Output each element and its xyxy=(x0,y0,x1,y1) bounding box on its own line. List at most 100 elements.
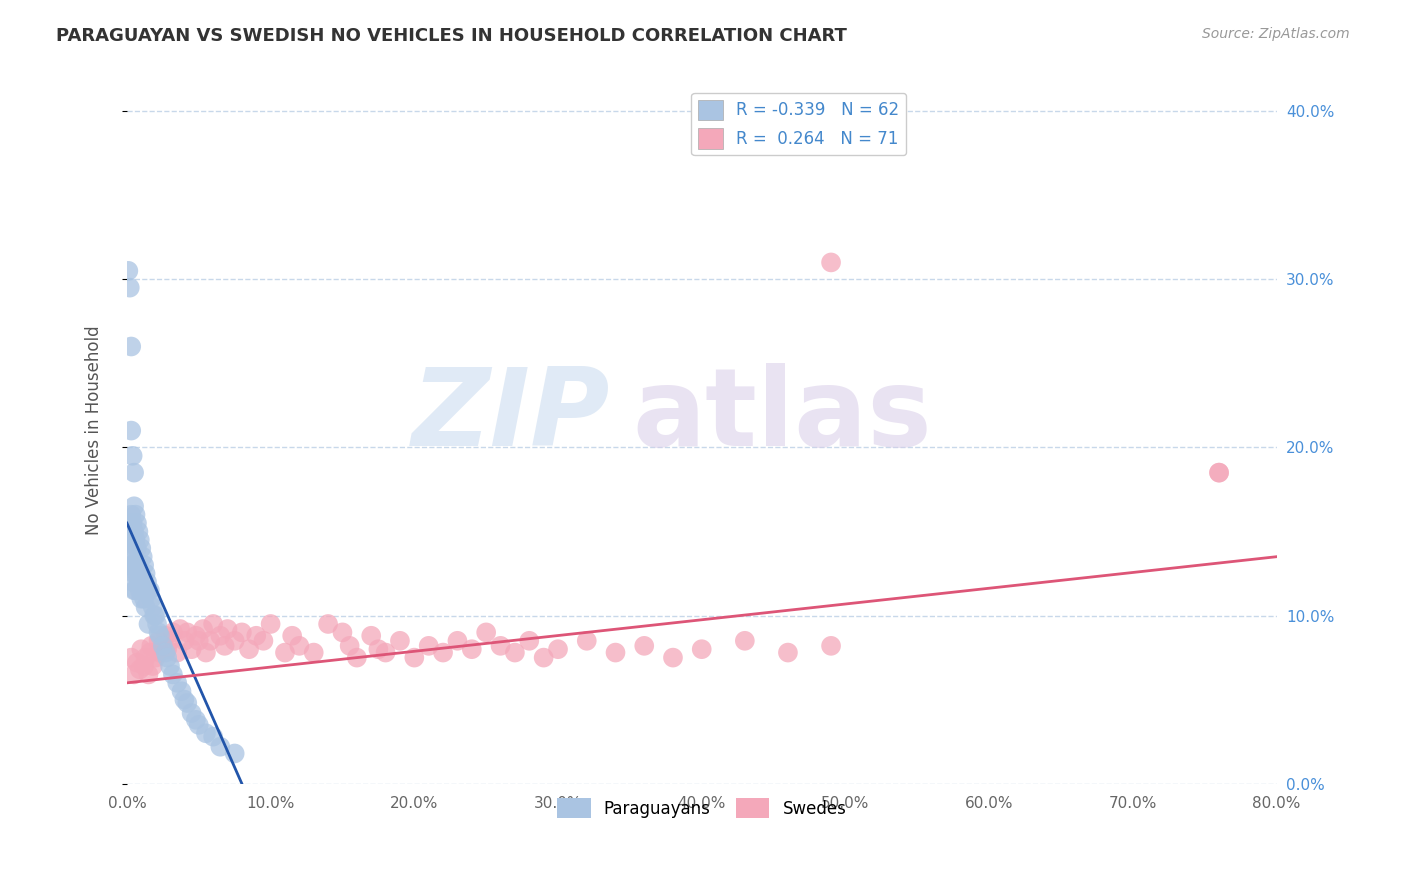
Point xyxy=(120,650,142,665)
Point xyxy=(134,659,156,673)
Point xyxy=(180,706,202,720)
Point xyxy=(128,533,150,547)
Point xyxy=(125,516,148,530)
Point xyxy=(475,625,498,640)
Point xyxy=(302,646,325,660)
Point xyxy=(118,280,141,294)
Point xyxy=(159,633,181,648)
Y-axis label: No Vehicles in Household: No Vehicles in Household xyxy=(86,326,103,535)
Point xyxy=(605,646,627,660)
Point xyxy=(194,726,217,740)
Point xyxy=(187,633,209,648)
Point xyxy=(120,339,142,353)
Point xyxy=(122,566,145,581)
Point xyxy=(162,667,184,681)
Point xyxy=(1208,466,1230,480)
Point xyxy=(132,549,155,564)
Point xyxy=(152,639,174,653)
Point xyxy=(633,639,655,653)
Point xyxy=(129,566,152,581)
Point xyxy=(166,676,188,690)
Point xyxy=(533,650,555,665)
Point xyxy=(339,639,361,653)
Point xyxy=(138,667,160,681)
Point xyxy=(122,583,145,598)
Point xyxy=(184,713,207,727)
Point xyxy=(149,629,172,643)
Point xyxy=(367,642,389,657)
Point xyxy=(194,646,217,660)
Point xyxy=(134,558,156,573)
Point xyxy=(138,617,160,632)
Point xyxy=(209,739,232,754)
Point xyxy=(138,583,160,598)
Point xyxy=(820,639,842,653)
Point xyxy=(118,533,141,547)
Point xyxy=(489,639,512,653)
Point xyxy=(120,424,142,438)
Point xyxy=(136,574,159,589)
Point xyxy=(142,600,165,615)
Point xyxy=(155,629,177,643)
Point xyxy=(146,617,169,632)
Point xyxy=(180,642,202,657)
Point xyxy=(252,633,274,648)
Point xyxy=(121,449,143,463)
Point xyxy=(139,583,162,598)
Point xyxy=(135,650,157,665)
Point xyxy=(316,617,339,632)
Point xyxy=(1208,466,1230,480)
Point xyxy=(124,558,146,573)
Point xyxy=(288,639,311,653)
Point xyxy=(245,629,267,643)
Point xyxy=(224,747,246,761)
Point xyxy=(145,650,167,665)
Point xyxy=(214,639,236,653)
Point xyxy=(122,524,145,539)
Point xyxy=(152,639,174,653)
Point xyxy=(125,566,148,581)
Point xyxy=(121,574,143,589)
Point xyxy=(142,659,165,673)
Point xyxy=(202,617,225,632)
Point xyxy=(734,633,756,648)
Point xyxy=(162,625,184,640)
Point xyxy=(125,541,148,556)
Point xyxy=(128,662,150,676)
Point xyxy=(503,646,526,660)
Point xyxy=(200,633,222,648)
Point xyxy=(176,625,198,640)
Point xyxy=(156,642,179,657)
Text: PARAGUAYAN VS SWEDISH NO VEHICLES IN HOUSEHOLD CORRELATION CHART: PARAGUAYAN VS SWEDISH NO VEHICLES IN HOU… xyxy=(56,27,846,45)
Point xyxy=(122,541,145,556)
Point xyxy=(388,633,411,648)
Point xyxy=(118,558,141,573)
Point xyxy=(224,633,246,648)
Point xyxy=(259,617,281,632)
Point xyxy=(135,566,157,581)
Point xyxy=(461,642,484,657)
Point xyxy=(231,625,253,640)
Point xyxy=(143,608,166,623)
Legend: Paraguayans, Swedes: Paraguayans, Swedes xyxy=(551,791,853,825)
Point xyxy=(121,533,143,547)
Point xyxy=(121,558,143,573)
Point xyxy=(124,533,146,547)
Point xyxy=(132,583,155,598)
Point xyxy=(166,646,188,660)
Text: ZIP: ZIP xyxy=(412,363,610,469)
Point xyxy=(547,642,569,657)
Point xyxy=(122,667,145,681)
Point xyxy=(217,622,239,636)
Point xyxy=(575,633,598,648)
Point xyxy=(121,516,143,530)
Point xyxy=(148,625,170,640)
Point xyxy=(129,642,152,657)
Point xyxy=(281,629,304,643)
Point xyxy=(159,659,181,673)
Point xyxy=(176,696,198,710)
Point xyxy=(122,466,145,480)
Point xyxy=(120,533,142,547)
Point xyxy=(332,625,354,640)
Point xyxy=(169,622,191,636)
